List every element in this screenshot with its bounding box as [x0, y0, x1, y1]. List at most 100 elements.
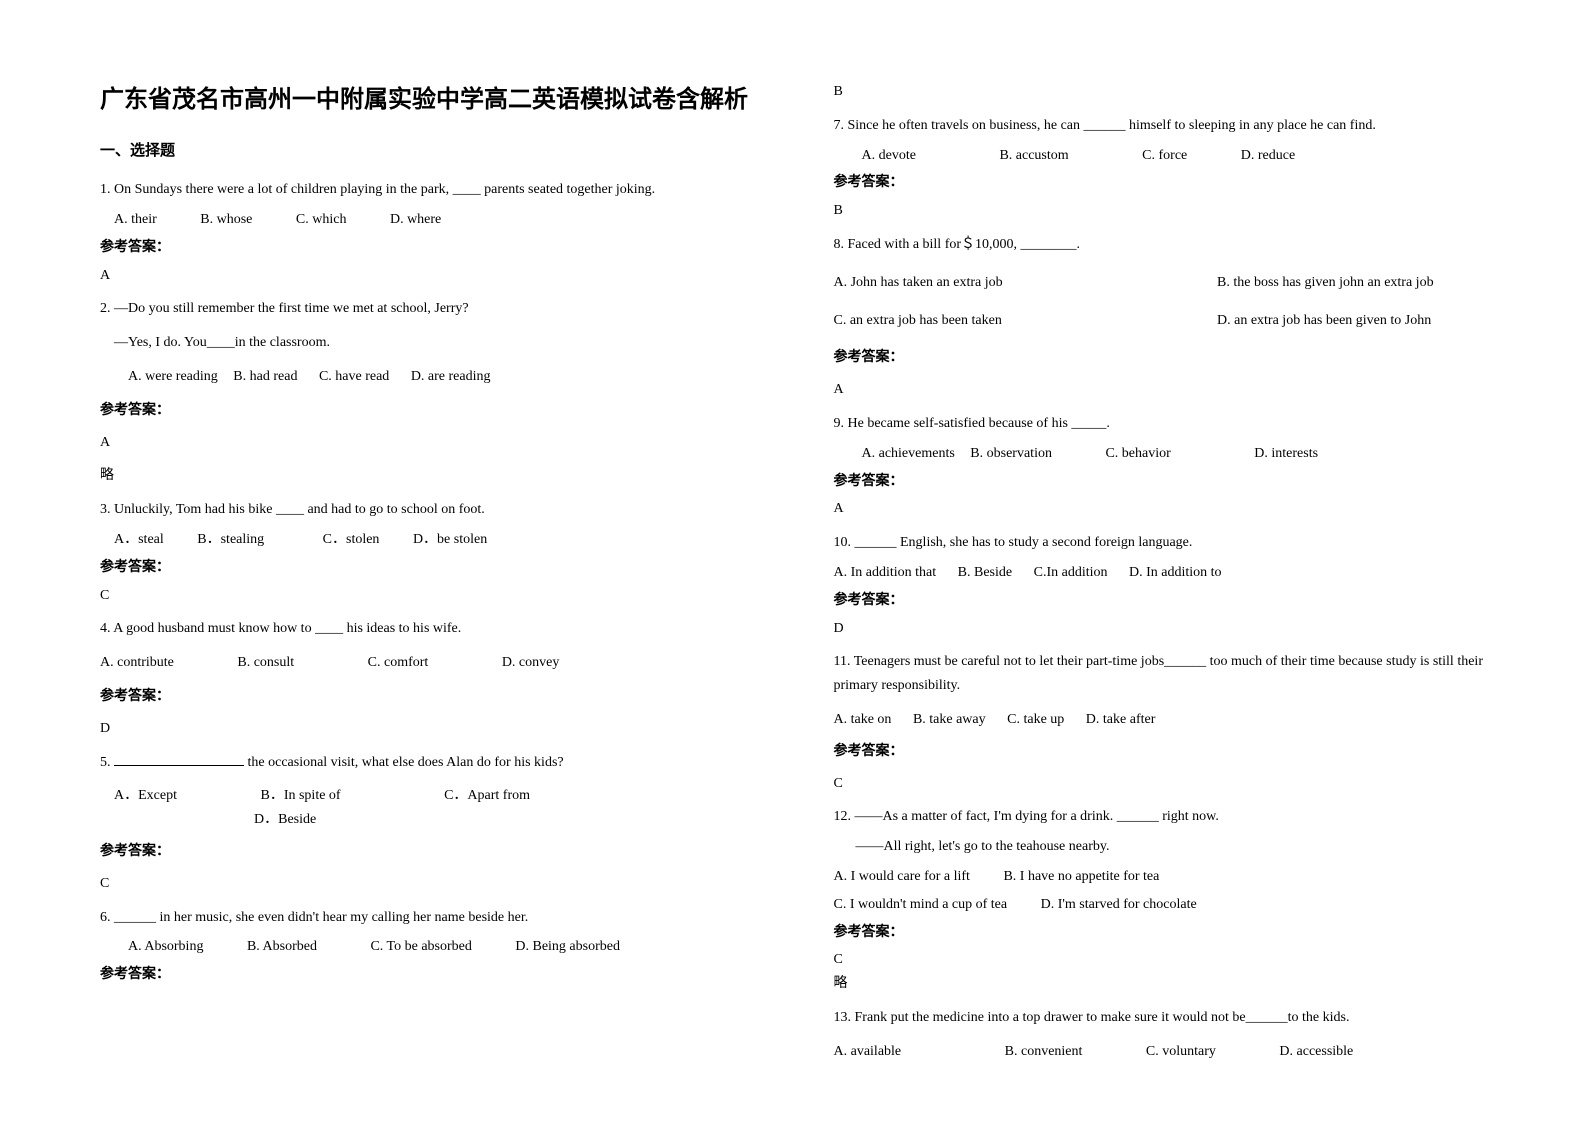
- q11-opt-c: C. take up: [1007, 708, 1064, 732]
- q2-ans: A: [100, 431, 794, 455]
- q9-options: A. achievements B. observation C. behavi…: [862, 442, 1528, 466]
- q10-text: 10. ______ English, she has to study a s…: [834, 531, 1528, 555]
- q6-opt-d: D. Being absorbed: [515, 935, 620, 959]
- q11-ans: C: [834, 772, 1528, 796]
- section-header: 一、选择题: [100, 139, 794, 165]
- left-column: 广东省茂名市高州一中附属实验中学高二英语模拟试卷含解析 一、选择题 1. On …: [100, 80, 794, 1068]
- q10-ans: D: [834, 617, 1528, 641]
- exam-title: 广东省茂名市高州一中附属实验中学高二英语模拟试卷含解析: [100, 80, 794, 121]
- q9-ans-label: 参考答案：: [834, 470, 1528, 494]
- q6-opt-a: A. Absorbing: [128, 935, 203, 959]
- q2-opt-a: A. were reading: [128, 365, 218, 389]
- q9-opt-b: B. observation: [970, 442, 1052, 466]
- q10-opt-c: C.In addition: [1034, 561, 1108, 585]
- q5-post: the occasional visit, what else does Ala…: [244, 755, 564, 770]
- q7-ans-label: 参考答案：: [834, 171, 1528, 195]
- q11-ans-label: 参考答案：: [834, 740, 1528, 764]
- q5-opt-d: D．Beside: [254, 808, 316, 832]
- q12-opt-b: B. I have no appetite for tea: [1003, 865, 1159, 889]
- q1-opt-b: B. whose: [200, 208, 252, 232]
- q5-ans-label: 参考答案：: [100, 840, 794, 864]
- q10-options: A. In addition that B. Beside C.In addit…: [834, 561, 1528, 585]
- q7-opt-c: C. force: [1142, 144, 1187, 168]
- q11-opt-a: A. take on: [834, 708, 892, 732]
- q12-ans: C: [834, 948, 1528, 972]
- q12-opt-c: C. I wouldn't mind a cup of tea: [834, 893, 1008, 917]
- q5-text: 5. the occasional visit, what else does …: [100, 751, 794, 775]
- q3-opt-b: B．stealing: [197, 528, 264, 552]
- q5-ans: C: [100, 872, 794, 896]
- q4-options: A. contribute B. consult C. comfort D. c…: [100, 651, 794, 675]
- q1-opt-c: C. which: [296, 208, 347, 232]
- q3-opt-c: C．stolen: [323, 528, 380, 552]
- q9-ans: A: [834, 497, 1528, 521]
- q4-opt-c: C. comfort: [368, 651, 429, 675]
- q13-opt-c: C. voluntary: [1146, 1040, 1216, 1064]
- q5-pre: 5.: [100, 755, 114, 770]
- q2-text: 2. —Do you still remember the first time…: [100, 297, 794, 321]
- q4-opt-d: D. convey: [502, 651, 560, 675]
- q7-opt-d: D. reduce: [1241, 144, 1295, 168]
- q1-text: 1. On Sundays there were a lot of childr…: [100, 178, 794, 202]
- q5-options: A．Except B．In spite of C．Apart from D．Be…: [114, 784, 794, 832]
- q2-text2: —Yes, I do. You____in the classroom.: [114, 331, 794, 355]
- q11-text: 11. Teenagers must be careful not to let…: [834, 650, 1528, 698]
- q6-ans-label: 参考答案：: [100, 963, 794, 987]
- q8-ans: A: [834, 378, 1528, 402]
- q8-text: 8. Faced with a bill for＄10,000, _______…: [834, 233, 1528, 257]
- q8-row1: A. John has taken an extra job B. the bo…: [834, 271, 1528, 295]
- q2-opt-d: D. are reading: [411, 365, 491, 389]
- q10-opt-b: B. Beside: [958, 561, 1012, 585]
- q7-ans: B: [834, 199, 1528, 223]
- q2-ans-label: 参考答案：: [100, 399, 794, 423]
- q2-opt-b: B. had read: [233, 365, 297, 389]
- q12-opt-a: A. I would care for a lift: [834, 865, 970, 889]
- q10-opt-a: A. In addition that: [834, 561, 937, 585]
- q13-opt-b: B. convenient: [1005, 1040, 1083, 1064]
- q8-opt-a: A. John has taken an extra job: [834, 271, 1214, 295]
- q3-ans: C: [100, 584, 794, 608]
- q5-opt-c: C．Apart from: [444, 784, 530, 808]
- q13-text: 13. Frank put the medicine into a top dr…: [834, 1006, 1528, 1030]
- q9-opt-c: C. behavior: [1105, 442, 1170, 466]
- q6-opt-b: B. Absorbed: [247, 935, 317, 959]
- q3-ans-label: 参考答案：: [100, 556, 794, 580]
- right-column: B 7. Since he often travels on business,…: [834, 80, 1528, 1068]
- q8-row2: C. an extra job has been taken D. an ext…: [834, 309, 1528, 333]
- q3-options: A．steal B．stealing C．stolen D．be stolen: [114, 528, 794, 552]
- q4-text: 4. A good husband must know how to ____ …: [100, 617, 794, 641]
- q8-ans-label: 参考答案：: [834, 346, 1528, 370]
- q7-opt-b: B. accustom: [999, 144, 1068, 168]
- q13-options: A. available B. convenient C. voluntary …: [834, 1040, 1528, 1064]
- q3-opt-a: A．steal: [114, 528, 164, 552]
- q7-opt-a: A. devote: [862, 144, 916, 168]
- q3-text: 3. Unluckily, Tom had his bike ____ and …: [100, 498, 794, 522]
- q6-text: 6. ______ in her music, she even didn't …: [100, 906, 794, 930]
- q6-opt-c: C. To be absorbed: [370, 935, 471, 959]
- q8-opt-b: B. the boss has given john an extra job: [1217, 275, 1434, 290]
- q5-opt-b: B．In spite of: [260, 784, 340, 808]
- q3-opt-d: D．be stolen: [413, 528, 487, 552]
- q12-text2: ——All right, let's go to the teahouse ne…: [856, 835, 1528, 859]
- q1-opt-a: A. their: [114, 208, 157, 232]
- q1-ans: A: [100, 264, 794, 288]
- q6-ans: B: [834, 80, 1528, 104]
- q1-options: A. their B. whose C. which D. where: [114, 208, 794, 232]
- q12-text: 12. ——As a matter of fact, I'm dying for…: [834, 805, 1528, 829]
- q1-ans-label: 参考答案：: [100, 236, 794, 260]
- q4-ans-label: 参考答案：: [100, 685, 794, 709]
- q2-opt-c: C. have read: [319, 365, 389, 389]
- q4-opt-a: A. contribute: [100, 651, 174, 675]
- q11-options: A. take on B. take away C. take up D. ta…: [834, 708, 1528, 732]
- q12-row1: A. I would care for a lift B. I have no …: [834, 865, 1528, 889]
- q2-options: A. were reading B. had read C. have read…: [128, 365, 794, 389]
- q10-ans-label: 参考答案：: [834, 589, 1528, 613]
- q1-opt-d: D. where: [390, 208, 441, 232]
- q2-note: 略: [100, 464, 794, 488]
- q9-opt-d: D. interests: [1254, 442, 1318, 466]
- q9-text: 9. He became self-satisfied because of h…: [834, 412, 1528, 436]
- q7-options: A. devote B. accustom C. force D. reduce: [862, 144, 1528, 168]
- q10-opt-d: D. In addition to: [1129, 561, 1222, 585]
- q4-ans: D: [100, 717, 794, 741]
- q13-opt-d: D. accessible: [1279, 1040, 1353, 1064]
